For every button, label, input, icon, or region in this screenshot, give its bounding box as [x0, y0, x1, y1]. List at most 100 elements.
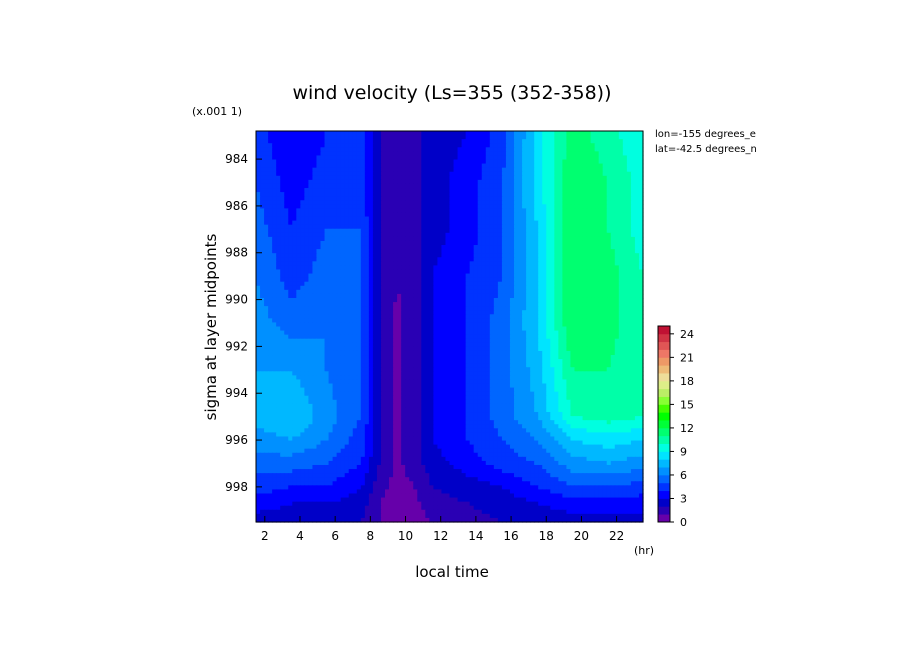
- contour-cell: [465, 228, 471, 234]
- contour-cell: [493, 224, 499, 230]
- contour-cell: [332, 192, 338, 197]
- contour-cell: [550, 240, 555, 246]
- contour-cell: [469, 253, 475, 258]
- contour-cell: [364, 192, 370, 197]
- contour-cell: [393, 269, 398, 275]
- contour-cell: [364, 175, 370, 181]
- contour-cell: [356, 155, 362, 161]
- contour-cell: [429, 131, 434, 136]
- contour-cell: [522, 253, 527, 258]
- contour-cell: [336, 232, 342, 238]
- contour-cell: [638, 179, 644, 185]
- contour-cell: [618, 159, 624, 165]
- contour-cell: [626, 236, 632, 242]
- contour-cell: [397, 240, 402, 246]
- contour-cell: [534, 188, 539, 193]
- contour-cell: [312, 277, 318, 283]
- contour-cell: [348, 220, 354, 226]
- contour-cell: [514, 269, 519, 275]
- contour-cell: [288, 188, 293, 193]
- contour-cell: [389, 147, 394, 152]
- contour-cell: [485, 224, 491, 230]
- contour-cell: [558, 228, 563, 234]
- contour-cell: [405, 224, 410, 230]
- contour-cell: [501, 204, 507, 209]
- contour-cell: [300, 273, 305, 279]
- contour-cell: [397, 196, 402, 201]
- contour-cell: [449, 228, 455, 234]
- contour-cell: [598, 253, 604, 258]
- contour-cell: [469, 310, 475, 315]
- contour-cell: [534, 171, 539, 177]
- contour-cell: [465, 179, 471, 185]
- contour-cell: [364, 196, 370, 201]
- contour-cell: [550, 253, 555, 258]
- contour-cell: [352, 269, 358, 275]
- contour-cell: [638, 192, 644, 197]
- contour-cell: [429, 338, 434, 344]
- contour-cell: [437, 318, 443, 324]
- contour-cell: [465, 306, 471, 311]
- contour-cell: [300, 192, 305, 197]
- contour-cell: [566, 322, 572, 328]
- contour-cell: [497, 188, 503, 193]
- contour-cell: [268, 236, 273, 242]
- contour-cell: [352, 257, 358, 262]
- contour-cell: [304, 159, 310, 165]
- contour-cell: [268, 289, 273, 295]
- contour-cell: [630, 310, 636, 315]
- contour-cell: [340, 183, 346, 189]
- contour-cell: [288, 302, 293, 307]
- contour-cell: [348, 322, 354, 328]
- contour-cell: [618, 261, 624, 266]
- contour-cell: [566, 208, 572, 214]
- contour-cell: [473, 131, 479, 136]
- contour-cell: [260, 306, 265, 311]
- contour-cell: [514, 192, 519, 197]
- contour-cell: [602, 220, 608, 226]
- contour-cell: [477, 196, 483, 201]
- contour-cell: [256, 310, 261, 315]
- contour-cell: [304, 143, 310, 148]
- contour-cell: [562, 192, 568, 197]
- contour-cell: [344, 265, 350, 271]
- contour-cell: [630, 326, 636, 332]
- contour-cell: [449, 204, 455, 209]
- contour-cell: [364, 216, 370, 222]
- contour-cell: [614, 163, 620, 169]
- contour-cell: [296, 216, 301, 222]
- contour-cell: [562, 196, 568, 201]
- contour-cell: [300, 151, 305, 157]
- contour-cell: [304, 224, 310, 230]
- contour-cell: [449, 135, 455, 140]
- contour-cell: [316, 253, 322, 258]
- contour-cell: [425, 208, 430, 214]
- contour-cell: [376, 338, 382, 344]
- contour-cell: [264, 232, 269, 238]
- contour-cell: [582, 163, 588, 169]
- contour-cell: [514, 216, 519, 222]
- contour-cell: [574, 224, 580, 230]
- contour-cell: [582, 261, 588, 266]
- contour-cell: [518, 228, 523, 234]
- contour-cell: [493, 245, 499, 250]
- contour-cell: [481, 208, 487, 214]
- contour-cell: [497, 314, 503, 319]
- contour-cell: [304, 302, 310, 307]
- contour-cell: [501, 285, 507, 291]
- contour-cell: [276, 297, 281, 303]
- contour-cell: [554, 306, 559, 311]
- contour-cell: [558, 183, 563, 189]
- contour-cell: [618, 306, 624, 311]
- contour-cell: [469, 224, 475, 230]
- contour-cell: [429, 302, 434, 307]
- contour-cell: [401, 240, 406, 246]
- contour-cell: [401, 196, 406, 201]
- contour-cell: [626, 179, 632, 185]
- contour-cell: [606, 269, 612, 275]
- contour-cell: [340, 175, 346, 181]
- contour-cell: [292, 228, 297, 234]
- contour-cell: [441, 155, 447, 161]
- contour-cell: [296, 249, 301, 254]
- contour-cell: [530, 188, 535, 193]
